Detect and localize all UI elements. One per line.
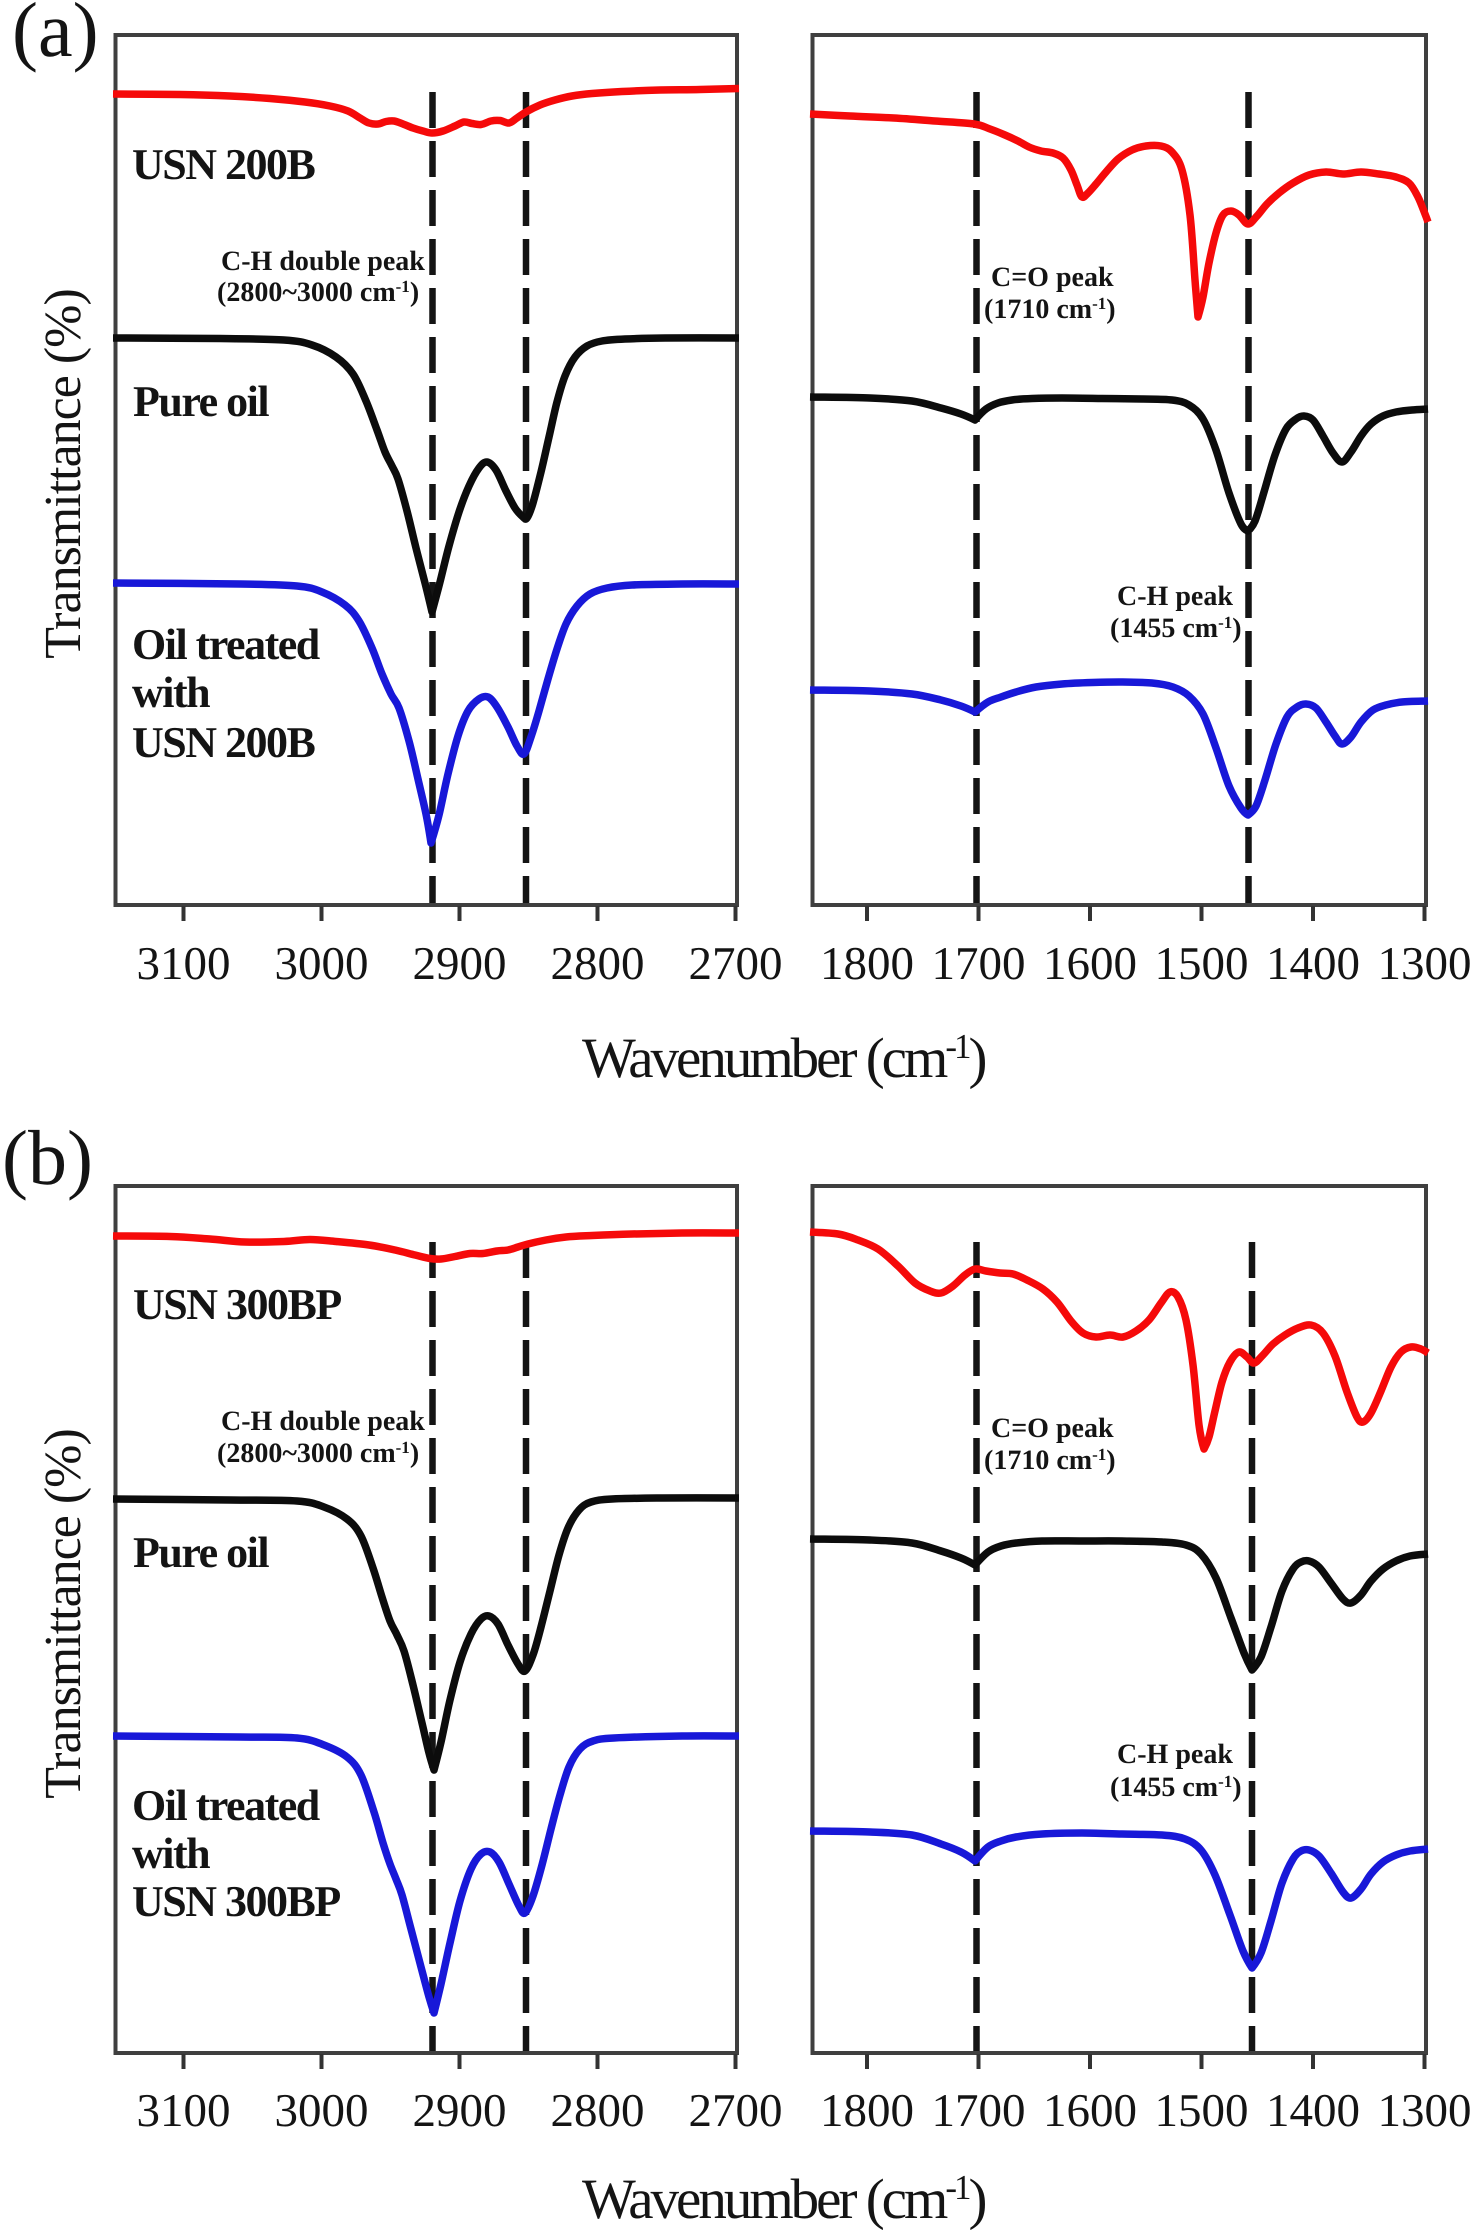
- svg-text:C-H peak: C-H peak: [1117, 581, 1233, 612]
- svg-text:2700: 2700: [689, 938, 783, 990]
- svg-text:Wavenumber (cm-1): Wavenumber (cm-1): [582, 2168, 985, 2230]
- svg-text:(a): (a): [12, 0, 99, 73]
- svg-text:3100: 3100: [137, 2085, 231, 2137]
- svg-text:Pure oil: Pure oil: [133, 1528, 269, 1577]
- svg-text:C=O peak: C=O peak: [991, 262, 1114, 293]
- svg-text:Pure oil: Pure oil: [133, 377, 269, 426]
- svg-text:1800: 1800: [820, 2085, 914, 2137]
- svg-text:2900: 2900: [413, 2085, 507, 2137]
- svg-text:with: with: [132, 1829, 210, 1878]
- svg-text:C-H peak: C-H peak: [1117, 1739, 1233, 1770]
- svg-text:with: with: [132, 668, 210, 717]
- svg-text:USN 200B: USN 200B: [132, 140, 316, 189]
- svg-text:(2800~3000 cm-1): (2800~3000 cm-1): [217, 1438, 419, 1469]
- svg-text:Transmittance (%): Transmittance (%): [35, 1429, 92, 1799]
- svg-text:1700: 1700: [932, 2085, 1026, 2137]
- svg-text:2700: 2700: [689, 2085, 783, 2137]
- svg-text:Oil treated: Oil treated: [132, 620, 320, 669]
- svg-text:USN 300BP: USN 300BP: [132, 1877, 340, 1926]
- svg-text:USN 200B: USN 200B: [132, 718, 316, 767]
- svg-text:1600: 1600: [1043, 938, 1137, 990]
- svg-text:1600: 1600: [1043, 2085, 1137, 2137]
- svg-text:1300: 1300: [1378, 2085, 1472, 2137]
- svg-text:(2800~3000 cm-1): (2800~3000 cm-1): [217, 277, 419, 308]
- svg-text:1300: 1300: [1378, 938, 1472, 990]
- svg-text:C-H double peak: C-H double peak: [221, 1406, 425, 1437]
- svg-text:C-H double peak: C-H double peak: [221, 246, 425, 277]
- svg-text:(b): (b): [2, 1114, 93, 1201]
- svg-text:2800: 2800: [551, 2085, 645, 2137]
- svg-text:3100: 3100: [137, 938, 231, 990]
- svg-text:1400: 1400: [1266, 2085, 1360, 2137]
- svg-text:Wavenumber (cm-1): Wavenumber (cm-1): [582, 1027, 985, 1090]
- svg-text:1500: 1500: [1155, 2085, 1249, 2137]
- svg-text:3000: 3000: [275, 2085, 369, 2137]
- svg-text:2800: 2800: [551, 938, 645, 990]
- svg-text:Oil treated: Oil treated: [132, 1781, 320, 1830]
- svg-text:C=O peak: C=O peak: [991, 1413, 1114, 1444]
- svg-text:Transmittance (%): Transmittance (%): [35, 289, 92, 659]
- svg-text:1800: 1800: [820, 938, 914, 990]
- svg-text:3000: 3000: [275, 938, 369, 990]
- svg-text:1700: 1700: [932, 938, 1026, 990]
- svg-text:2900: 2900: [413, 938, 507, 990]
- svg-text:USN 300BP: USN 300BP: [133, 1280, 341, 1329]
- svg-text:1400: 1400: [1266, 938, 1360, 990]
- svg-text:1500: 1500: [1155, 938, 1249, 990]
